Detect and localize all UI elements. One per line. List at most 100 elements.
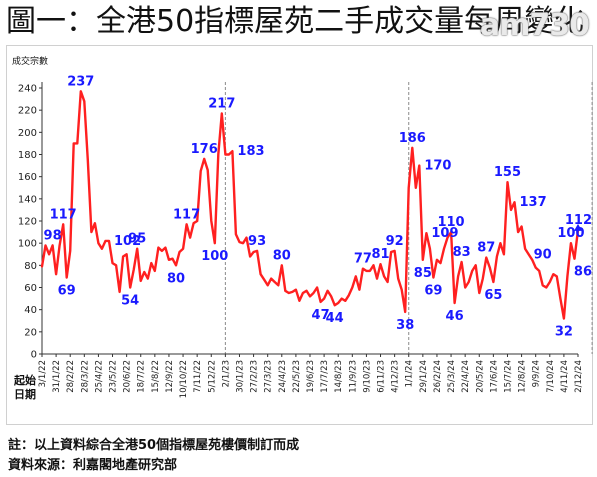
page-title: 圖一：全港50指標屋苑二手成交量每周變化 [6, 4, 585, 39]
data-label: 95 [128, 232, 146, 247]
data-label: 44 [326, 311, 344, 326]
data-label: 183 [237, 144, 264, 159]
data-label: 69 [58, 284, 76, 299]
x-tick-label: 25/4/22 [94, 360, 104, 393]
data-label: 100 [201, 249, 228, 264]
data-label: 77 [354, 252, 372, 267]
x-tick-label: 11/9/23 [348, 360, 358, 393]
data-label: 92 [386, 234, 404, 249]
data-label: 65 [484, 288, 502, 303]
data-label: 98 [44, 228, 62, 243]
data-label: 86 [574, 265, 592, 280]
y-tick-label: 40 [24, 305, 37, 316]
line-chart: 成交宗數 0 20 40 60 80 100 120 140 160 180 200 220 240 3… [12, 55, 593, 401]
y-tick-label: 120 [18, 217, 37, 228]
watermark-logo: am730 [479, 8, 590, 43]
data-label: 155 [494, 165, 521, 180]
x-tick-label: 15/8/22 [151, 360, 161, 393]
data-label: 90 [534, 247, 552, 262]
x-tick-label: 2/12/24 [574, 360, 584, 393]
data-label: 110 [437, 215, 464, 230]
x-tick-label: 18/7/22 [137, 360, 147, 393]
data-label: 38 [396, 318, 414, 333]
footnote-source: 資料來源：利嘉閣地產研究部 [8, 458, 178, 473]
data-label: 81 [371, 247, 389, 262]
x-tick-label: 5/12/22 [207, 360, 217, 393]
x-tick-label: 27/3/23 [264, 360, 274, 393]
x-tick-label: 10/10/22 [179, 360, 189, 398]
y-tick-label: 220 [18, 106, 37, 117]
data-label: 80 [273, 248, 291, 263]
x-tick-label: 28/3/22 [80, 360, 90, 393]
x-tick-label: 19/6/23 [306, 360, 316, 393]
x-tick-label: 2/1/23 [221, 360, 231, 387]
x-tick-label: 30/1/23 [235, 360, 245, 393]
y-tick-label: 180 [18, 150, 37, 161]
x-tick-label: 3/1/22 [38, 360, 48, 387]
x-tick-label: 22/4/24 [461, 360, 471, 393]
chart-panel [6, 45, 593, 425]
start-date-label: 起始 [13, 373, 36, 387]
x-tick-label: 22/5/23 [292, 360, 302, 393]
y-axis-label: 成交宗數 [12, 55, 48, 67]
footnote-method: 註：以上資料綜合全港50個指標屋苑樓價制訂而成 [8, 438, 300, 453]
y-tick-label: 80 [24, 261, 37, 272]
x-tick-label: 31/1/22 [52, 360, 62, 393]
data-label: 176 [191, 142, 218, 157]
data-label: 54 [121, 294, 139, 309]
y-tick-label: 200 [18, 128, 37, 139]
data-label: 80 [167, 271, 185, 286]
data-label: 109 [431, 226, 458, 241]
data-label: 102 [114, 234, 141, 249]
y-tick-label: 160 [18, 172, 37, 183]
y-tick-label: 140 [18, 194, 37, 205]
x-tick-label: 15/7/24 [503, 360, 513, 393]
data-label: 112 [565, 213, 592, 228]
x-tick-label: 9/9/24 [532, 360, 542, 387]
x-tick-label: 24/4/23 [278, 360, 288, 393]
x-tick-label: 12/9/22 [165, 360, 175, 393]
x-tick-label: 26/2/24 [433, 360, 443, 393]
y-tick-label: 60 [24, 283, 37, 294]
data-label: 100 [557, 226, 584, 241]
y-tick-label: 0 [31, 350, 37, 361]
x-tick-label: 25/3/24 [447, 360, 457, 393]
x-tick-label: 28/2/22 [66, 360, 76, 393]
end-point-marker [574, 223, 582, 231]
y-tick-label: 20 [24, 327, 37, 338]
x-tick-label: 17/7/23 [320, 360, 330, 393]
x-tick-label: 7/10/24 [546, 360, 556, 393]
y-tick-label: 100 [18, 239, 37, 250]
x-tick-label: 20/5/24 [475, 360, 485, 393]
x-tick-label: 20/6/22 [123, 360, 133, 393]
data-label: 217 [208, 96, 235, 111]
data-label: 47 [312, 308, 330, 323]
data-label: 237 [67, 74, 94, 89]
data-label: 87 [477, 241, 495, 256]
x-tick-label: 14/8/23 [334, 360, 344, 393]
data-label: 93 [248, 234, 266, 249]
x-tick-label: 1/1/24 [405, 360, 415, 387]
x-tick-label: 7/11/22 [193, 360, 203, 393]
data-label: 32 [555, 325, 573, 340]
data-label: 186 [399, 131, 426, 146]
x-tick-label: 4/12/23 [391, 360, 401, 393]
data-label: 170 [424, 159, 451, 174]
data-label: 117 [50, 207, 77, 222]
x-tick-label: 12/8/24 [518, 360, 528, 393]
x-tick-label: 29/1/24 [419, 360, 429, 393]
x-tick-label: 23/5/22 [109, 360, 119, 393]
data-label: 83 [453, 245, 471, 260]
x-tick-label: 6/11/23 [377, 360, 387, 393]
x-tick-label: 27/2/23 [250, 360, 260, 393]
data-label: 137 [520, 195, 547, 210]
data-label: 117 [173, 207, 200, 222]
x-tick-label: 9/10/23 [362, 360, 372, 393]
y-tick-label: 240 [18, 84, 37, 95]
data-label: 85 [414, 266, 432, 281]
data-label: 69 [424, 284, 442, 299]
data-label: 46 [446, 309, 464, 324]
start-date-label: 日期 [14, 387, 36, 401]
series-line [40, 90, 580, 320]
x-tick-label: 4/11/24 [560, 360, 570, 393]
